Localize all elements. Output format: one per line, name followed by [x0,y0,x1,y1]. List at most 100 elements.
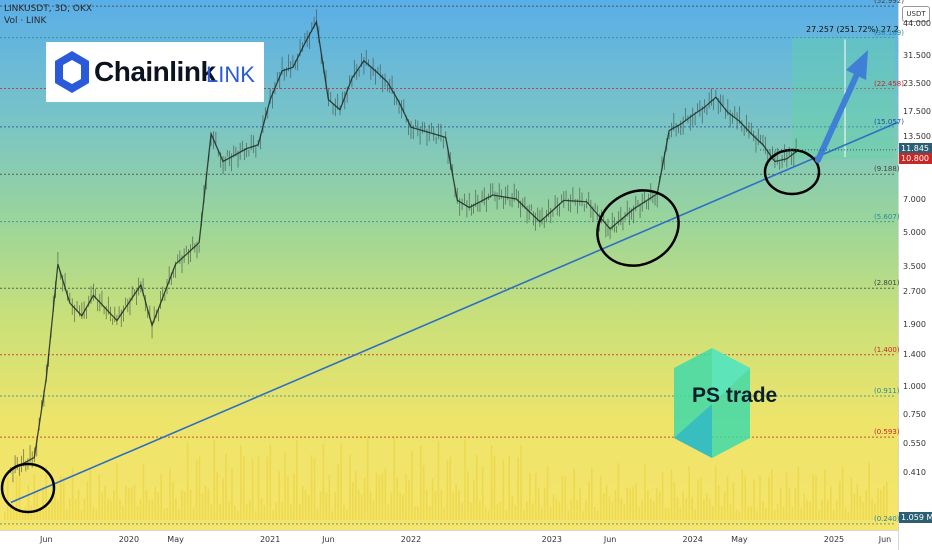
volume-bar [387,503,390,520]
volume-bar [532,503,534,520]
y-tick-label: 1.400 [903,349,926,359]
volume-bar [803,493,806,520]
x-tick-label: 2025 [823,535,845,544]
volume-bar [216,471,218,520]
volume-bar [60,475,62,520]
volume-bar [529,472,531,520]
volume-bar [750,506,752,520]
volume-bar [263,504,266,520]
price-axis[interactable]: USDT 44.000 31.500 23.500 17.500 13.500 7.000… [898,0,932,550]
volume-bar [9,503,12,520]
volume-bar [310,455,313,520]
ps-trade-logo-icon [674,348,750,458]
volume-bar [372,500,375,520]
volume-bar [546,466,549,520]
volume-bar [478,500,481,520]
volume-bar [880,489,882,520]
level-label: (0.240) [874,514,900,523]
volume-bar [178,509,180,520]
price-tag: 10.800 [899,152,932,164]
projection-arrow [815,69,861,163]
volume-bar [526,501,528,520]
x-tick-label: Jun [40,535,53,544]
level-label: (38.169) [874,28,904,37]
y-tick-label: 2.700 [903,286,926,296]
volume-bar [582,511,584,520]
volume-bar [632,486,634,520]
volume-bar [741,468,744,520]
volume-bar [726,475,729,520]
time-axis[interactable]: Jun 2020 May 2021 Jun 2022 2023 Jun 2024 May 2025 J… [0,530,898,550]
volume-bar [381,472,384,520]
volume-bar [585,499,587,520]
volume-bar [676,497,679,520]
volume-bar [496,503,499,520]
volume-bar [92,507,95,520]
volume-bar [514,505,516,520]
volume-bar [717,485,720,520]
currency-button[interactable]: USDT [902,6,930,22]
volume-bar [352,482,354,520]
volume-bar [89,468,92,520]
volume-bar [653,501,655,520]
volume-bar [414,506,416,520]
volume-bar [555,498,558,520]
volume-bar [322,443,325,520]
volume-bar [467,471,469,520]
volume-bar [363,477,366,520]
volume-bar [160,473,162,520]
volume-bar [773,510,776,520]
volume-bar [127,487,130,520]
volume-bar [847,511,850,520]
y-tick-label: 0.410 [903,467,926,477]
volume-bar [101,492,103,520]
volume-bar [576,499,578,520]
volume-bar [667,508,670,520]
volume-bar [334,492,336,520]
level-label: (22.458) [874,79,904,88]
y-tick-label: 13.500 [903,132,931,142]
volume-bar [284,452,286,520]
volume-bar [107,498,109,520]
volume-bar [706,493,708,520]
volume-bar [119,499,121,520]
volume-bar [151,499,154,520]
volume-bar [771,468,773,520]
volume-bar [113,489,115,520]
volume-bar [830,486,832,520]
accumulation-ellipse-2024 [763,148,821,196]
volume-bar [204,485,207,520]
volume-bar [464,439,466,520]
volume-bar [366,435,369,520]
y-tick-label: 0.750 [903,409,926,419]
volume-bar [629,488,631,520]
volume-bar [800,507,803,520]
volume-bar [484,507,487,520]
chainlink-logo-card [46,42,264,102]
volume-bar [868,462,870,520]
volume-bar [558,501,561,520]
price-chart[interactable] [0,0,898,530]
volume-bar [853,493,856,520]
volume-bar [355,470,357,520]
volume-bar [425,489,428,520]
volume-bar [756,510,758,520]
volume-bar [45,465,47,520]
volume-bar [859,495,862,520]
symbol-label[interactable]: LINKUSDT, 3D, OKX [4,4,93,14]
volume-bar [738,511,741,520]
trendline [10,121,898,504]
volume-bar [440,489,443,520]
volume-bar [231,468,233,520]
y-tick-label: 1.000 [903,382,926,392]
volume-bar [346,509,348,520]
volume-bar [48,506,50,520]
volume-bar [130,487,133,520]
volume-bar [375,472,378,520]
volume-bar [650,498,652,520]
volume-bar [402,494,404,520]
volume-bar [27,484,30,520]
volume-bar [6,477,9,520]
volume-bar [841,467,844,520]
volume-bar [794,488,797,520]
